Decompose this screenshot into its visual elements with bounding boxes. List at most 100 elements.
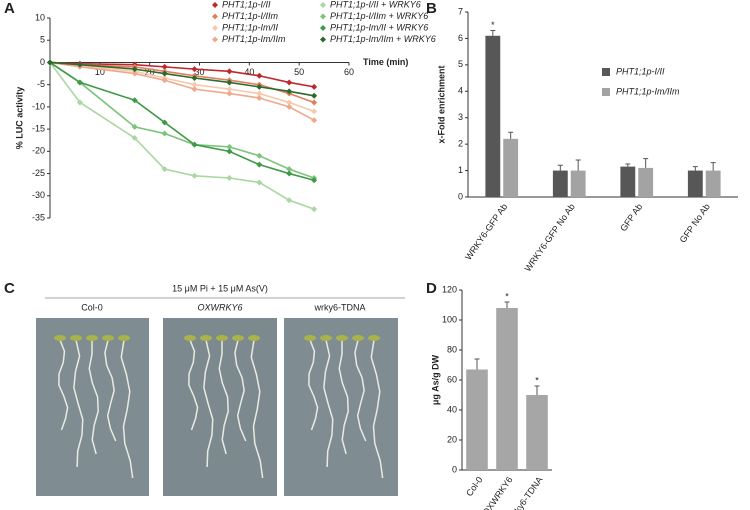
legend-label: PHT1;1p-Im/II xyxy=(222,22,279,32)
error-bar xyxy=(692,166,698,171)
error-bar xyxy=(504,301,510,308)
point xyxy=(256,83,263,90)
point xyxy=(191,172,198,179)
legend-marker xyxy=(212,25,218,31)
y-axis-title: μg As/g DW xyxy=(430,354,440,405)
root xyxy=(354,339,367,442)
root xyxy=(104,339,117,442)
point xyxy=(311,99,318,106)
point xyxy=(161,130,168,137)
legend-label: PHT1;1p-I/IIm + WRKY6 xyxy=(330,11,428,21)
bar xyxy=(687,170,703,197)
y-tick-label: 4 xyxy=(458,86,463,96)
point xyxy=(256,152,263,159)
y-tick-label: 20 xyxy=(447,434,457,444)
bar xyxy=(485,35,501,198)
error-bar xyxy=(490,30,496,36)
legend-swatch xyxy=(602,68,610,76)
y-tick-label: 5 xyxy=(458,59,463,69)
y-tick-label: 5 xyxy=(40,35,45,45)
point xyxy=(256,90,263,97)
point xyxy=(226,68,233,75)
cotyledon xyxy=(200,335,212,341)
y-tick-label: 6 xyxy=(458,33,463,43)
legend-label: PHT1;1p-Im/IIm + WRKY6 xyxy=(330,34,436,44)
photo xyxy=(284,318,398,496)
cotyledon xyxy=(320,335,332,341)
point xyxy=(286,103,293,110)
y-tick-label: 100 xyxy=(442,314,457,324)
cotyledon xyxy=(102,335,114,341)
error-bar xyxy=(625,163,631,167)
y-tick-label: 1 xyxy=(458,165,463,175)
cotyledon xyxy=(304,335,316,341)
point xyxy=(286,99,293,106)
legend-marker xyxy=(320,36,326,43)
legend-marker xyxy=(212,13,218,20)
panel-label: B xyxy=(426,0,437,17)
photo xyxy=(163,318,277,496)
root xyxy=(234,339,247,442)
point xyxy=(131,70,138,77)
point xyxy=(47,59,53,66)
point xyxy=(286,166,293,173)
legend-swatch xyxy=(602,88,610,96)
bar xyxy=(705,170,721,197)
x-tick-label: OXWRKY6 xyxy=(481,475,515,510)
legend-marker xyxy=(212,36,218,43)
root xyxy=(323,339,334,468)
error-bar xyxy=(534,385,540,395)
bar xyxy=(638,167,654,197)
cotyledon xyxy=(54,335,66,341)
photo-caption: Col-0 xyxy=(81,302,103,312)
bar xyxy=(526,395,548,470)
root xyxy=(120,339,134,479)
cotyledon xyxy=(70,335,82,341)
x-tick-label: 30 xyxy=(194,67,204,77)
legend-label: PHT1;1p-I/II xyxy=(222,0,271,9)
significance: * xyxy=(505,291,509,301)
photo-caption: OXWRKY6 xyxy=(197,302,242,312)
error-bar xyxy=(710,162,716,171)
y-tick-label: 0 xyxy=(458,191,463,201)
point xyxy=(311,177,318,184)
legend-label: PHT1;1p-Im/IIm xyxy=(616,86,680,96)
point xyxy=(161,77,168,84)
point xyxy=(76,99,83,106)
y-tick-label: 10 xyxy=(35,12,45,22)
y-tick-label: -5 xyxy=(37,79,45,89)
point xyxy=(131,135,138,141)
point xyxy=(226,79,233,86)
legend-marker xyxy=(320,13,326,20)
point xyxy=(76,61,83,68)
cotyledon xyxy=(336,335,348,341)
point xyxy=(256,95,263,101)
photo-title: 15 μM Pi + 15 μM As(V) xyxy=(172,283,268,293)
point xyxy=(256,179,263,186)
y-tick-label: -15 xyxy=(32,123,45,133)
root xyxy=(188,339,199,431)
point xyxy=(191,81,198,88)
x-tick-label: WRKY6-GFP Ab xyxy=(463,202,509,262)
error-bar xyxy=(643,158,649,168)
y-tick-label: -35 xyxy=(32,212,45,222)
x-tick-label: 60 xyxy=(344,67,354,77)
y-tick-label: 40 xyxy=(447,404,457,414)
point xyxy=(286,170,293,177)
root xyxy=(218,339,229,455)
y-axis-title: % LUC activity xyxy=(14,87,24,150)
point xyxy=(161,119,168,126)
cotyledon xyxy=(86,335,98,341)
point xyxy=(131,97,138,104)
y-tick-label: 2 xyxy=(458,139,463,149)
y-tick-label: 7 xyxy=(458,6,463,16)
y-tick-label: 60 xyxy=(447,374,457,384)
point xyxy=(226,175,233,181)
legend-label: PHT1;1p-I/II xyxy=(616,66,665,76)
bar xyxy=(496,308,518,470)
y-tick-label: 0 xyxy=(40,57,45,67)
panel-label: C xyxy=(4,280,15,297)
cotyledon xyxy=(248,335,260,341)
point xyxy=(311,83,318,90)
